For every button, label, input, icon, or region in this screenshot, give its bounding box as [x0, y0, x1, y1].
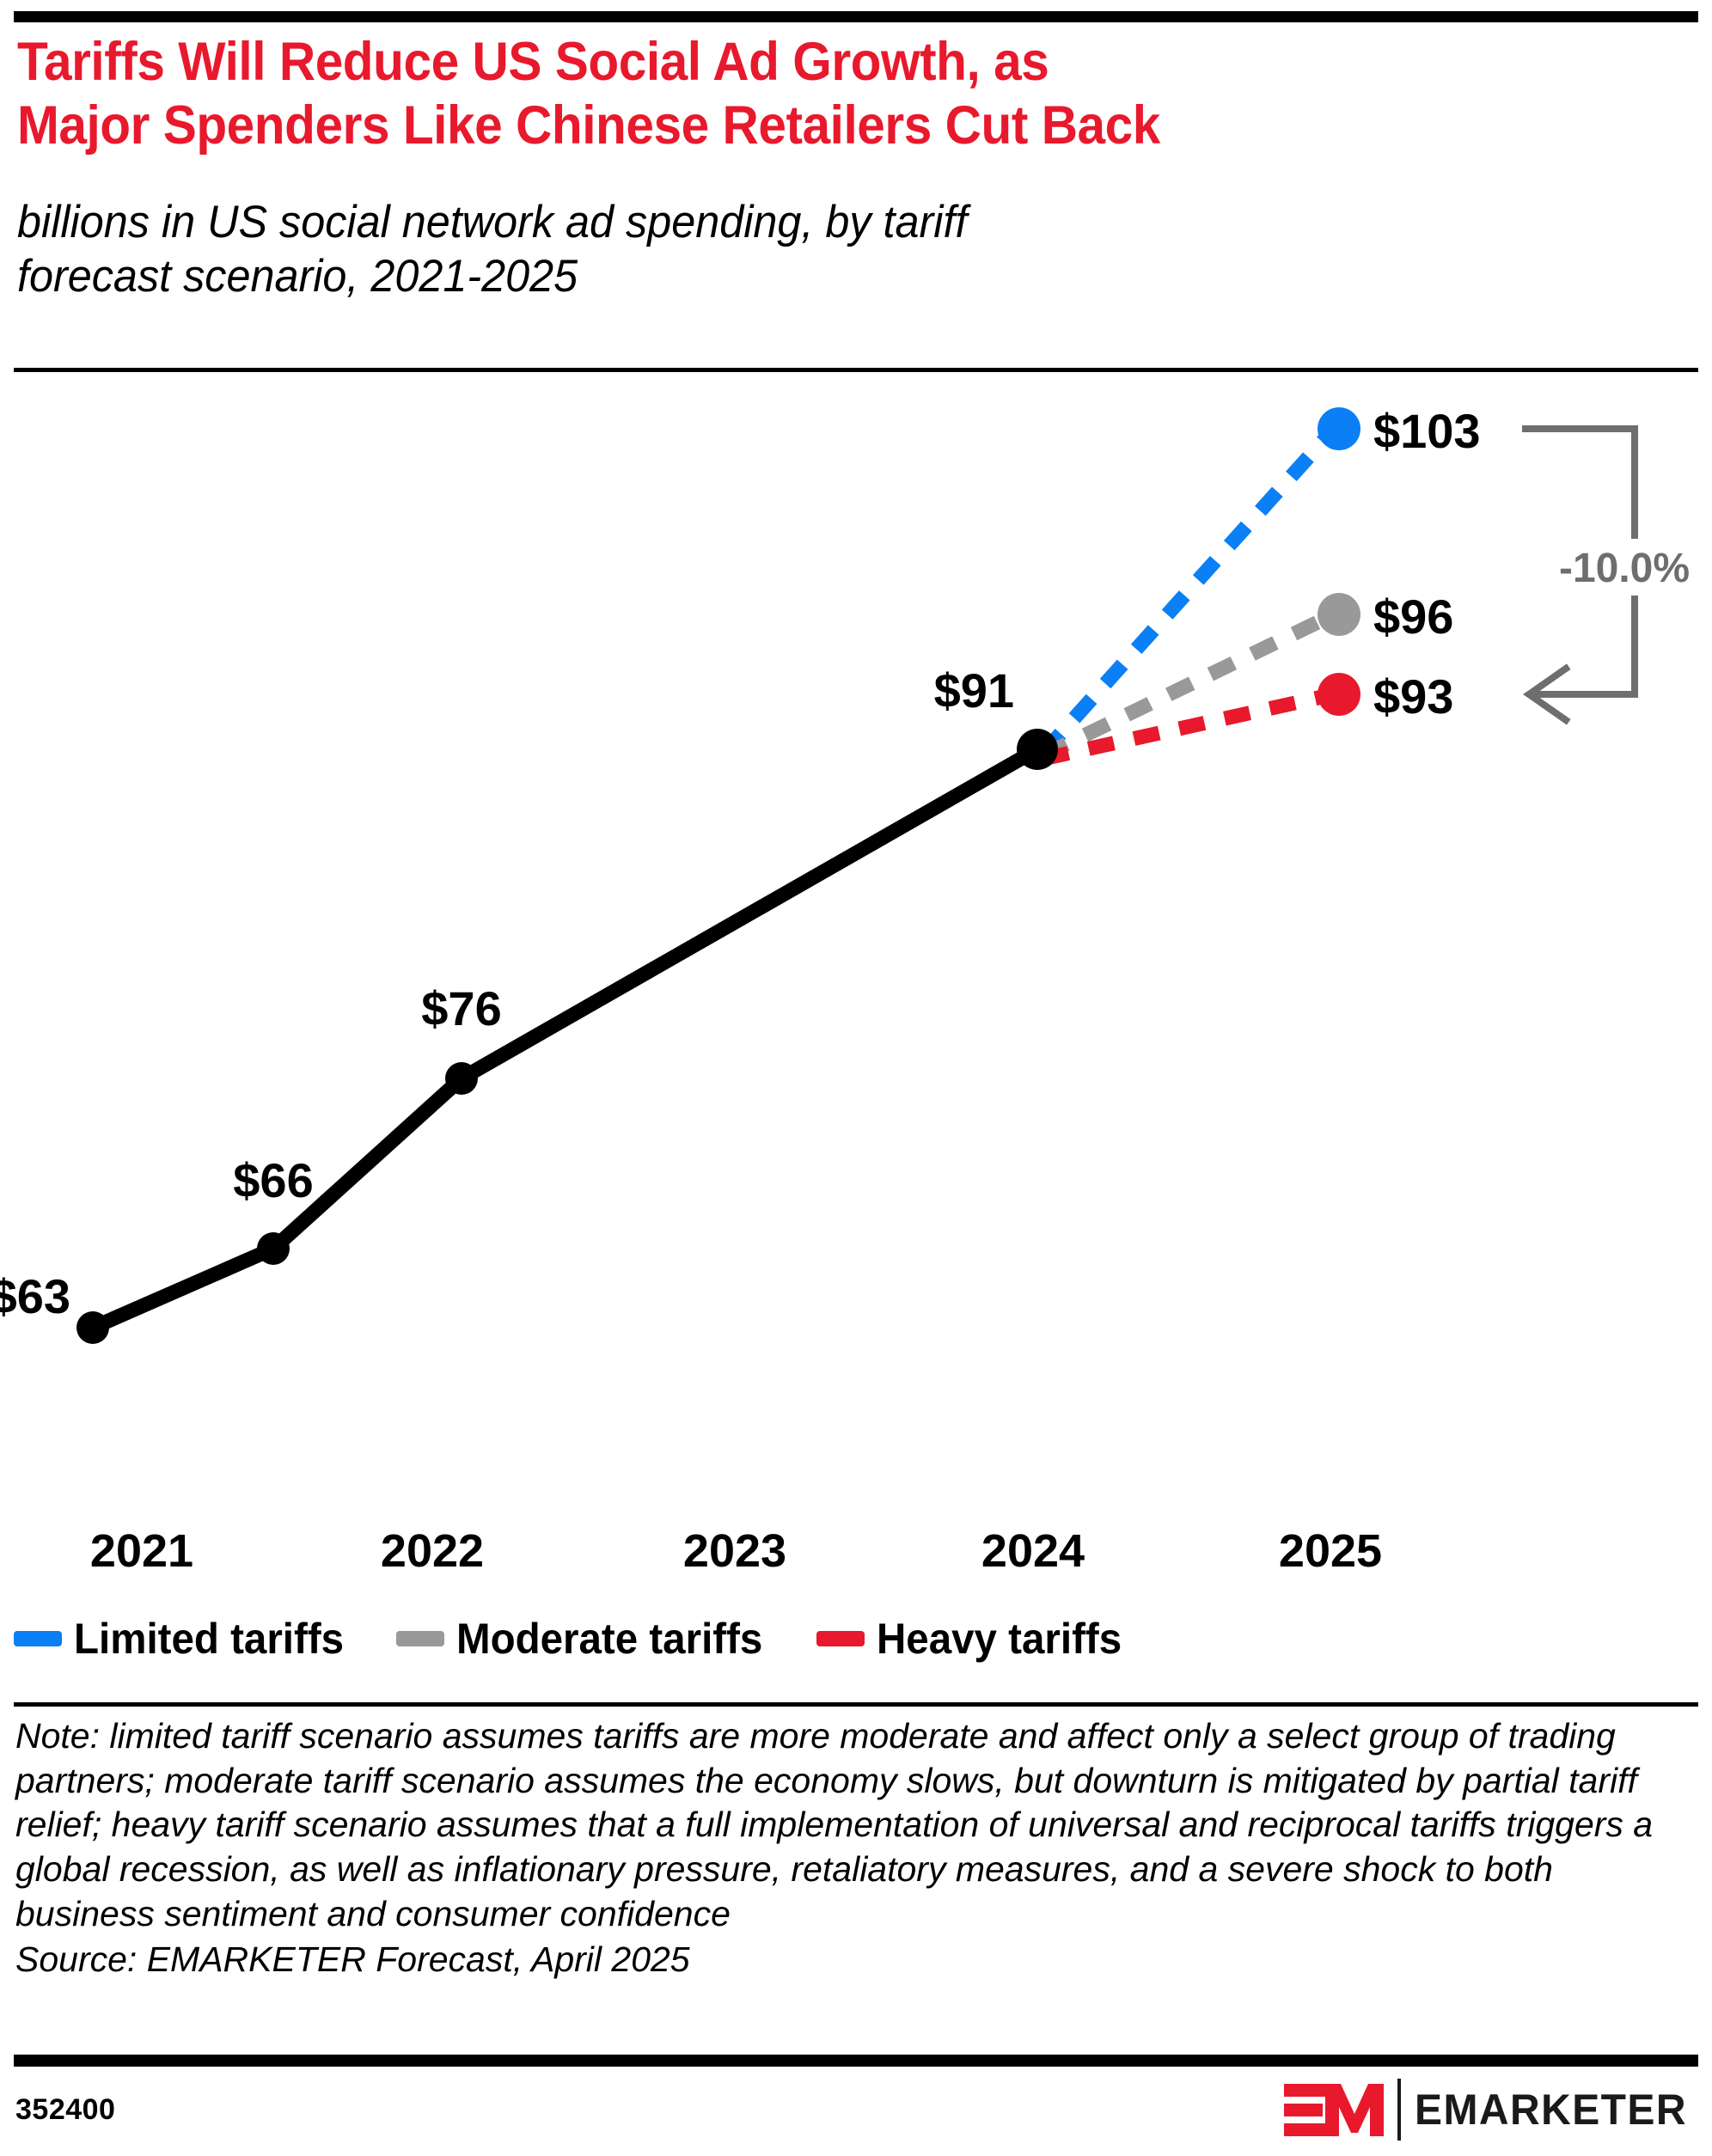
x-axis: 2021 2022 2023 2024 2025 [0, 1524, 1712, 1585]
x-tick-2022: 2022 [380, 1525, 485, 1577]
legend-item-heavy-tariffs[interactable]: Heavy tariffs [816, 1614, 1134, 1664]
legend-label-moderate: Moderate tariffs [456, 1615, 762, 1663]
legend-item-moderate-tariffs[interactable]: Moderate tariffs [395, 1614, 779, 1664]
value-label-2023: $76 [421, 981, 501, 1035]
data-point-2022 [257, 1232, 290, 1265]
data-point-heavy-2025 [1318, 673, 1360, 716]
value-label-2024: $91 [934, 663, 1014, 718]
source-text: Source: EMARKETER Forecast, April 2025 [15, 1939, 690, 1980]
x-tick-2021: 2021 [89, 1525, 194, 1577]
legend-swatch-icon-moderate [395, 1631, 444, 1646]
value-label-heavy-2025: $93 [1373, 669, 1453, 724]
value-label-limited-2025: $103 [1373, 404, 1481, 458]
brand-wordmark: EMARKETER [1414, 2086, 1687, 2134]
headline-line-1: Tariffs Will Reduce US Social Ad Growth,… [17, 32, 1049, 92]
em-monogram-icon [1283, 2084, 1384, 2136]
value-label-moderate-2025: $96 [1373, 589, 1453, 644]
chart-svg: $63 $66 $76 $91 $103 $96 $93 -10.0% [0, 404, 1710, 1344]
x-tick-2025: 2025 [1278, 1525, 1383, 1577]
legend-label-limited: Limited tariffs [74, 1615, 345, 1663]
chart-legend: Limited tariffs Moderate tariffs Heavy t… [14, 1614, 1134, 1664]
data-point-limited-2025 [1318, 407, 1360, 450]
subtitle-line-2: forecast scenario, 2021-2025 [17, 250, 578, 302]
emarketer-logo[interactable]: EMARKETER [1283, 2078, 1698, 2141]
data-point-2023 [445, 1062, 478, 1095]
x-tick-2023: 2023 [682, 1525, 787, 1577]
legend-item-limited-tariffs[interactable]: Limited tariffs [14, 1614, 358, 1664]
page-title: Tariffs Will Reduce US Social Ad Growth,… [17, 31, 1576, 157]
header-divider [14, 368, 1698, 372]
value-label-2022: $66 [233, 1153, 313, 1207]
delta-label-backdrop [1538, 539, 1710, 595]
legend-label-heavy: Heavy tariffs [876, 1615, 1122, 1663]
data-point-2021 [76, 1311, 109, 1344]
data-point-moderate-2025 [1318, 593, 1360, 636]
delta-label: -10.0% [1559, 546, 1690, 591]
data-point-2024 [1017, 729, 1058, 770]
line-chart: $63 $66 $76 $91 $103 $96 $93 -10.0% [0, 372, 1712, 1524]
legend-swatch-icon-limited [14, 1631, 62, 1646]
headline-line-2: Major Spenders Like Chinese Retailers Cu… [17, 95, 1160, 156]
note-section: Note: limited tariff scenario assumes ta… [15, 1714, 1683, 1982]
series-historical-line [85, 742, 1045, 1335]
top-rule [14, 11, 1698, 22]
note-divider [14, 1702, 1698, 1707]
subtitle-line-1: billions in US social network ad spendin… [17, 197, 968, 247]
page-subtitle: billions in US social network ad spendin… [17, 196, 1568, 303]
legend-swatch-icon-heavy [816, 1631, 865, 1646]
bracket-arrowhead-icon [1523, 663, 1571, 725]
series-heavy-line [1042, 687, 1336, 767]
note-text: Note: limited tariff scenario assumes ta… [15, 1716, 1654, 1933]
footer-rule [14, 2055, 1698, 2067]
chart-id: 352400 [15, 2093, 116, 2126]
logo-divider [1397, 2079, 1401, 2141]
x-tick-2024: 2024 [981, 1525, 1085, 1577]
value-label-2021: $63 [0, 1269, 70, 1323]
series-moderate-line [1040, 608, 1337, 762]
